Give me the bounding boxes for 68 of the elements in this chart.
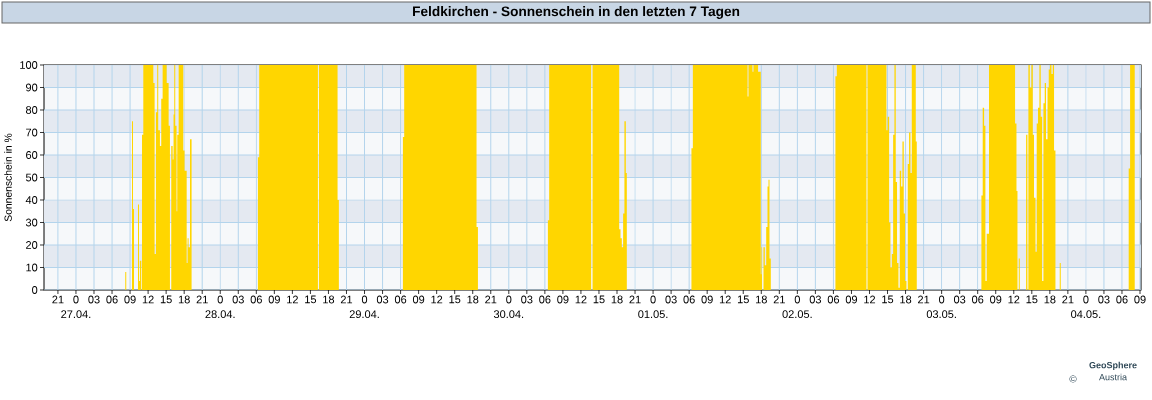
y-tick-label: 90 bbox=[26, 83, 38, 92]
x-tick-label: 21 bbox=[52, 295, 64, 304]
x-tick-label: 15 bbox=[593, 295, 605, 304]
x-tick-label: 09 bbox=[268, 295, 280, 304]
x-tick-label: 18 bbox=[323, 295, 335, 304]
x-tick-label: 12 bbox=[142, 295, 154, 304]
x-tick-label: 21 bbox=[196, 295, 208, 304]
y-tick-label: 0 bbox=[32, 286, 38, 294]
x-tick-label: 03 bbox=[1098, 295, 1110, 304]
x-tick-label: 18 bbox=[1044, 295, 1056, 304]
y-tick-label: 70 bbox=[26, 128, 38, 137]
x-tick-label: 12 bbox=[864, 295, 876, 304]
x-tick-label: 06 bbox=[1116, 295, 1128, 304]
chart-title: Feldkirchen - Sonnenschein in den letzten 7 Tagen bbox=[413, 6, 740, 19]
x-tick-label: 18 bbox=[756, 295, 767, 304]
x-tick-label: 06 bbox=[106, 295, 118, 304]
x-tick-label: 21 bbox=[340, 295, 353, 304]
x-tick-label: 09 bbox=[845, 295, 858, 304]
x-tick-label: 15 bbox=[882, 295, 894, 304]
x-tick-label: 21 bbox=[773, 295, 785, 304]
x-tick-label: 12 bbox=[1008, 295, 1020, 304]
x-tick-label: 03 bbox=[809, 295, 822, 304]
x-tick-label: 06 bbox=[394, 295, 407, 304]
x-tick-label: 12 bbox=[287, 295, 298, 304]
y-tick-label: 20 bbox=[26, 241, 38, 249]
x-tick-label: 09 bbox=[412, 295, 425, 304]
x-tick-label: 03 bbox=[521, 295, 533, 304]
y-tick-label: 100 bbox=[20, 61, 38, 69]
x-tick-label: 09 bbox=[124, 295, 136, 304]
y-tick-label: 40 bbox=[25, 196, 38, 204]
x-tick-label: 15 bbox=[305, 295, 317, 304]
x-tick-label: 03 bbox=[88, 295, 100, 304]
x-tick-label: 06 bbox=[972, 295, 984, 304]
x-tick-label: 21 bbox=[629, 295, 641, 304]
y-tick-label: 30 bbox=[25, 218, 38, 227]
x-tick-label: 03 bbox=[376, 295, 389, 304]
x-tick-label: 18 bbox=[467, 295, 479, 304]
x-tick-label: 06 bbox=[250, 295, 262, 304]
x-tick-label: 03 bbox=[953, 295, 966, 304]
x-tick-label: 15 bbox=[449, 295, 461, 304]
x-tick-label: 21 bbox=[918, 295, 930, 304]
x-tick-label: 06 bbox=[827, 295, 840, 304]
y-axis-title: Sonnenschein in % bbox=[4, 133, 12, 222]
x-tick-label: 12 bbox=[719, 295, 731, 304]
text: GeoSphere Austria bbox=[1089, 361, 1137, 381]
x-tick-label: 12 bbox=[575, 295, 587, 304]
x-tick-label: 21 bbox=[1062, 295, 1074, 304]
x-tick-label: 03 bbox=[232, 295, 244, 304]
y-tick-label: 80 bbox=[25, 106, 38, 114]
x-tick-label: 18 bbox=[900, 295, 912, 304]
y-tick-label: 60 bbox=[26, 151, 38, 159]
x-tick-label: 18 bbox=[611, 295, 623, 304]
x-tick-label: 15 bbox=[160, 295, 172, 304]
x-tick-label: 09 bbox=[990, 295, 1002, 304]
x-tick-label: 06 bbox=[683, 295, 695, 304]
x-tick-label: 06 bbox=[539, 295, 551, 304]
y-tick-label: 50 bbox=[25, 173, 38, 182]
x-tick-label: 09 bbox=[1134, 295, 1146, 304]
x-tick-label: 15 bbox=[1026, 295, 1038, 304]
x-tick-label: 15 bbox=[737, 295, 749, 304]
x-tick-label: 09 bbox=[701, 295, 713, 304]
x-tick-label: 18 bbox=[178, 295, 190, 304]
y-tick-label: 10 bbox=[26, 263, 38, 272]
x-tick-label: 21 bbox=[485, 295, 497, 304]
x-tick-label: 09 bbox=[557, 295, 569, 304]
text: © bbox=[1069, 375, 1077, 383]
x-tick-label: 03 bbox=[665, 295, 677, 304]
x-tick-label: 12 bbox=[431, 295, 443, 304]
